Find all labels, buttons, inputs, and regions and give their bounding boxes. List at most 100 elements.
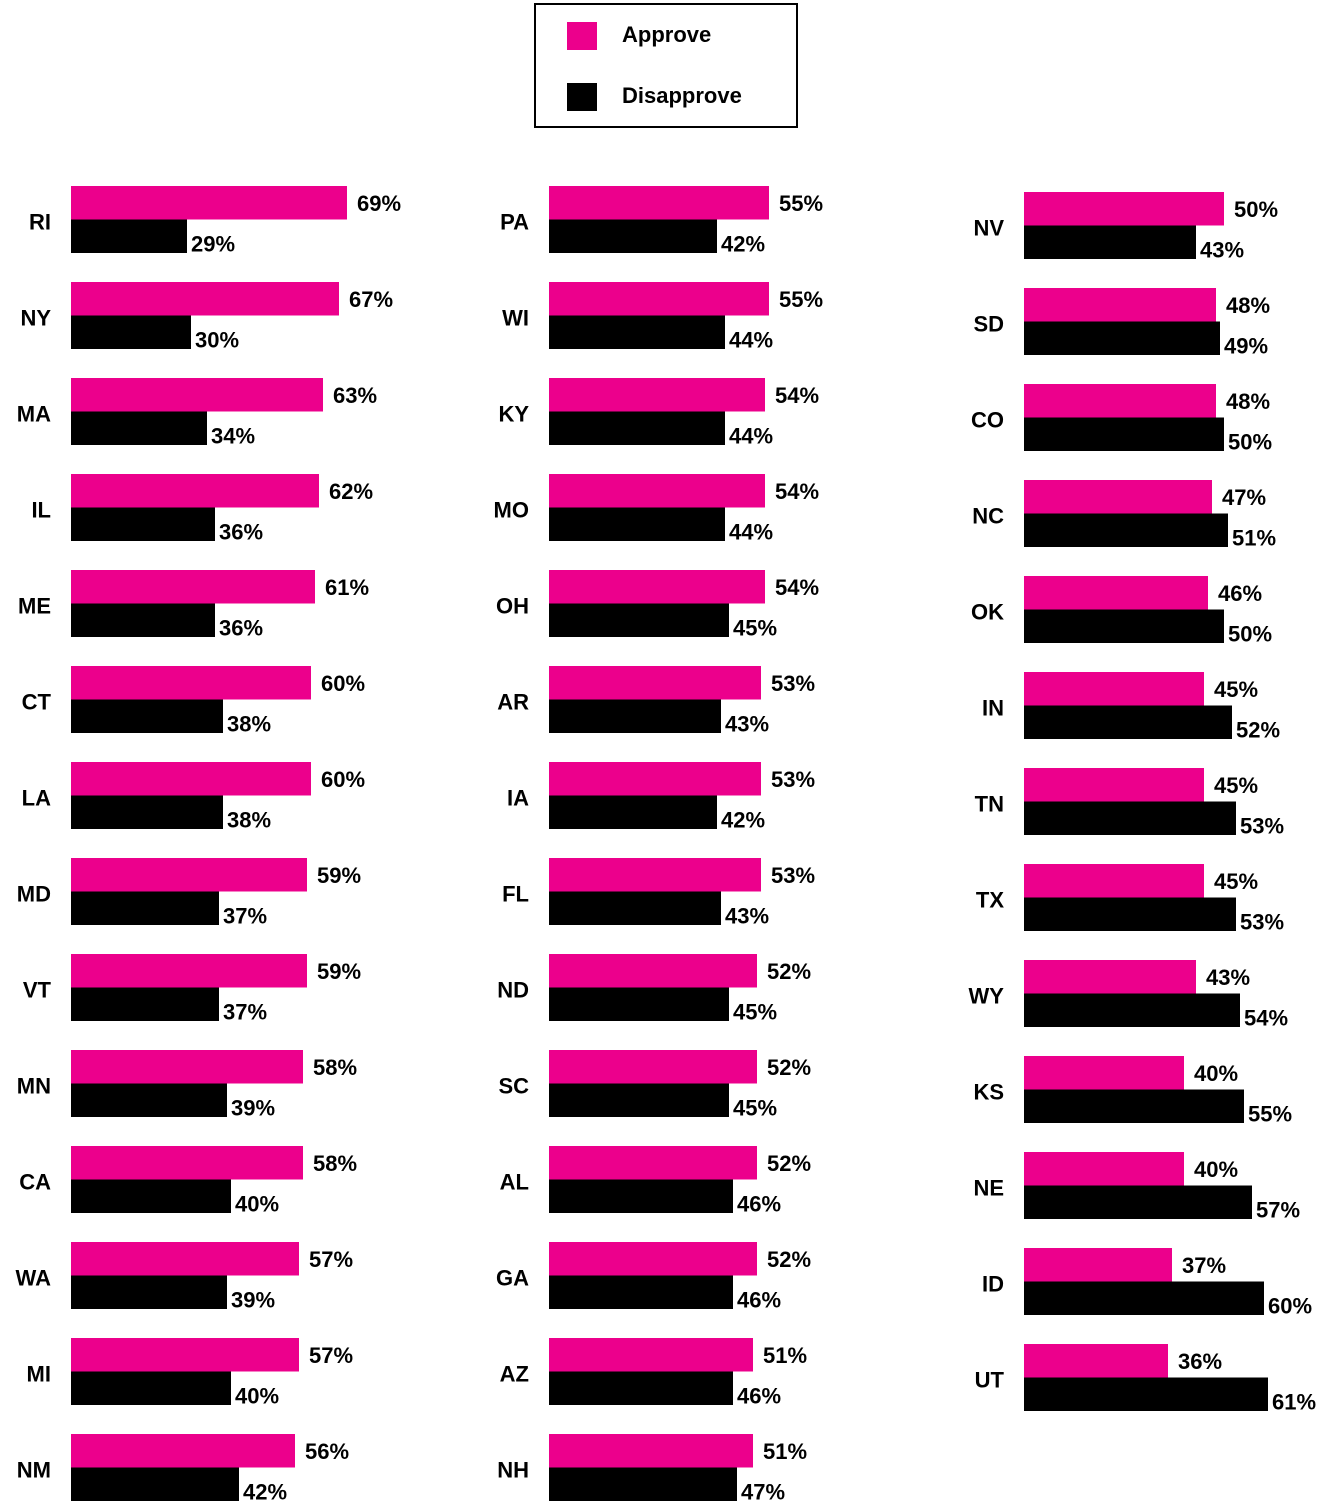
bar [1024, 384, 1216, 418]
category-label: ND [497, 977, 529, 1002]
value-label: 57% [309, 1343, 353, 1368]
value-label: 42% [721, 231, 765, 256]
value-label: 55% [779, 191, 823, 216]
bar [549, 987, 729, 1021]
value-label: 56% [305, 1439, 349, 1464]
category-label: VT [23, 977, 52, 1002]
value-label: 57% [1256, 1197, 1300, 1222]
category-label: TX [976, 887, 1004, 912]
bar [71, 1434, 295, 1468]
bar [1024, 417, 1224, 451]
bar [1024, 480, 1212, 514]
value-label: 60% [321, 671, 365, 696]
bar [549, 282, 769, 316]
bar [549, 858, 761, 892]
value-label: 47% [741, 1479, 785, 1502]
category-label: IA [507, 785, 529, 810]
value-label: 39% [231, 1095, 275, 1120]
bar [549, 315, 725, 349]
category-label: CA [19, 1169, 51, 1194]
category-label: IN [982, 695, 1004, 720]
bar [549, 1242, 757, 1276]
bar [1024, 801, 1236, 835]
bar [549, 1371, 733, 1405]
value-label: 46% [737, 1383, 781, 1408]
bar [71, 282, 339, 316]
value-label: 53% [771, 863, 815, 888]
value-label: 52% [767, 1055, 811, 1080]
bar [71, 666, 311, 700]
bar [549, 762, 761, 796]
category-label: SC [498, 1073, 529, 1098]
value-label: 43% [725, 903, 769, 928]
category-label: LA [22, 785, 51, 810]
bar [71, 1371, 231, 1405]
value-label: 44% [729, 423, 773, 448]
bar [71, 954, 307, 988]
value-label: 54% [775, 383, 819, 408]
bar [71, 858, 307, 892]
bar [549, 954, 757, 988]
value-label: 42% [243, 1479, 287, 1502]
bar [1024, 1089, 1244, 1123]
bar [71, 1467, 239, 1501]
bar [1024, 960, 1196, 994]
value-label: 62% [329, 479, 373, 504]
value-label: 67% [349, 287, 393, 312]
value-label: 38% [227, 807, 271, 832]
bar [1024, 225, 1196, 259]
bar [71, 987, 219, 1021]
bar [71, 474, 319, 508]
category-label: NH [497, 1457, 529, 1482]
category-label: CT [22, 689, 52, 714]
bar [549, 891, 721, 925]
value-label: 46% [1218, 581, 1262, 606]
value-label: 52% [767, 1247, 811, 1272]
bar [549, 1146, 757, 1180]
category-label: MI [27, 1361, 51, 1386]
bar [1024, 993, 1240, 1027]
bar [1024, 1248, 1172, 1282]
category-label: UT [975, 1367, 1005, 1392]
value-label: 58% [313, 1151, 357, 1176]
bar [71, 507, 215, 541]
bar [71, 1050, 303, 1084]
bar [549, 1338, 753, 1372]
value-label: 37% [223, 999, 267, 1024]
value-label: 43% [1200, 237, 1244, 262]
bar [1024, 321, 1220, 355]
bar [549, 1179, 733, 1213]
value-label: 47% [1222, 485, 1266, 510]
legend-label: Disapprove [622, 83, 742, 108]
category-label: NE [973, 1175, 1004, 1200]
value-label: 45% [733, 1095, 777, 1120]
bar [71, 603, 215, 637]
bar [71, 1083, 227, 1117]
bar [549, 603, 729, 637]
bar [71, 186, 347, 220]
bar [1024, 288, 1216, 322]
value-label: 49% [1224, 333, 1268, 358]
bar [71, 891, 219, 925]
bar [1024, 192, 1224, 226]
category-label: AL [500, 1169, 529, 1194]
value-label: 45% [1214, 677, 1258, 702]
value-label: 43% [725, 711, 769, 736]
value-label: 40% [1194, 1061, 1238, 1086]
value-label: 36% [219, 615, 263, 640]
category-label: AR [497, 689, 529, 714]
category-label: MD [17, 881, 51, 906]
category-label: ME [18, 593, 51, 618]
value-label: 46% [737, 1191, 781, 1216]
category-label: AZ [500, 1361, 529, 1386]
value-label: 34% [211, 423, 255, 448]
bar [1024, 864, 1204, 898]
bar [1024, 1056, 1184, 1090]
bar [549, 1083, 729, 1117]
bar [71, 762, 311, 796]
bar [71, 378, 323, 412]
value-label: 48% [1226, 389, 1270, 414]
bar [1024, 576, 1208, 610]
category-label: PA [500, 209, 529, 234]
